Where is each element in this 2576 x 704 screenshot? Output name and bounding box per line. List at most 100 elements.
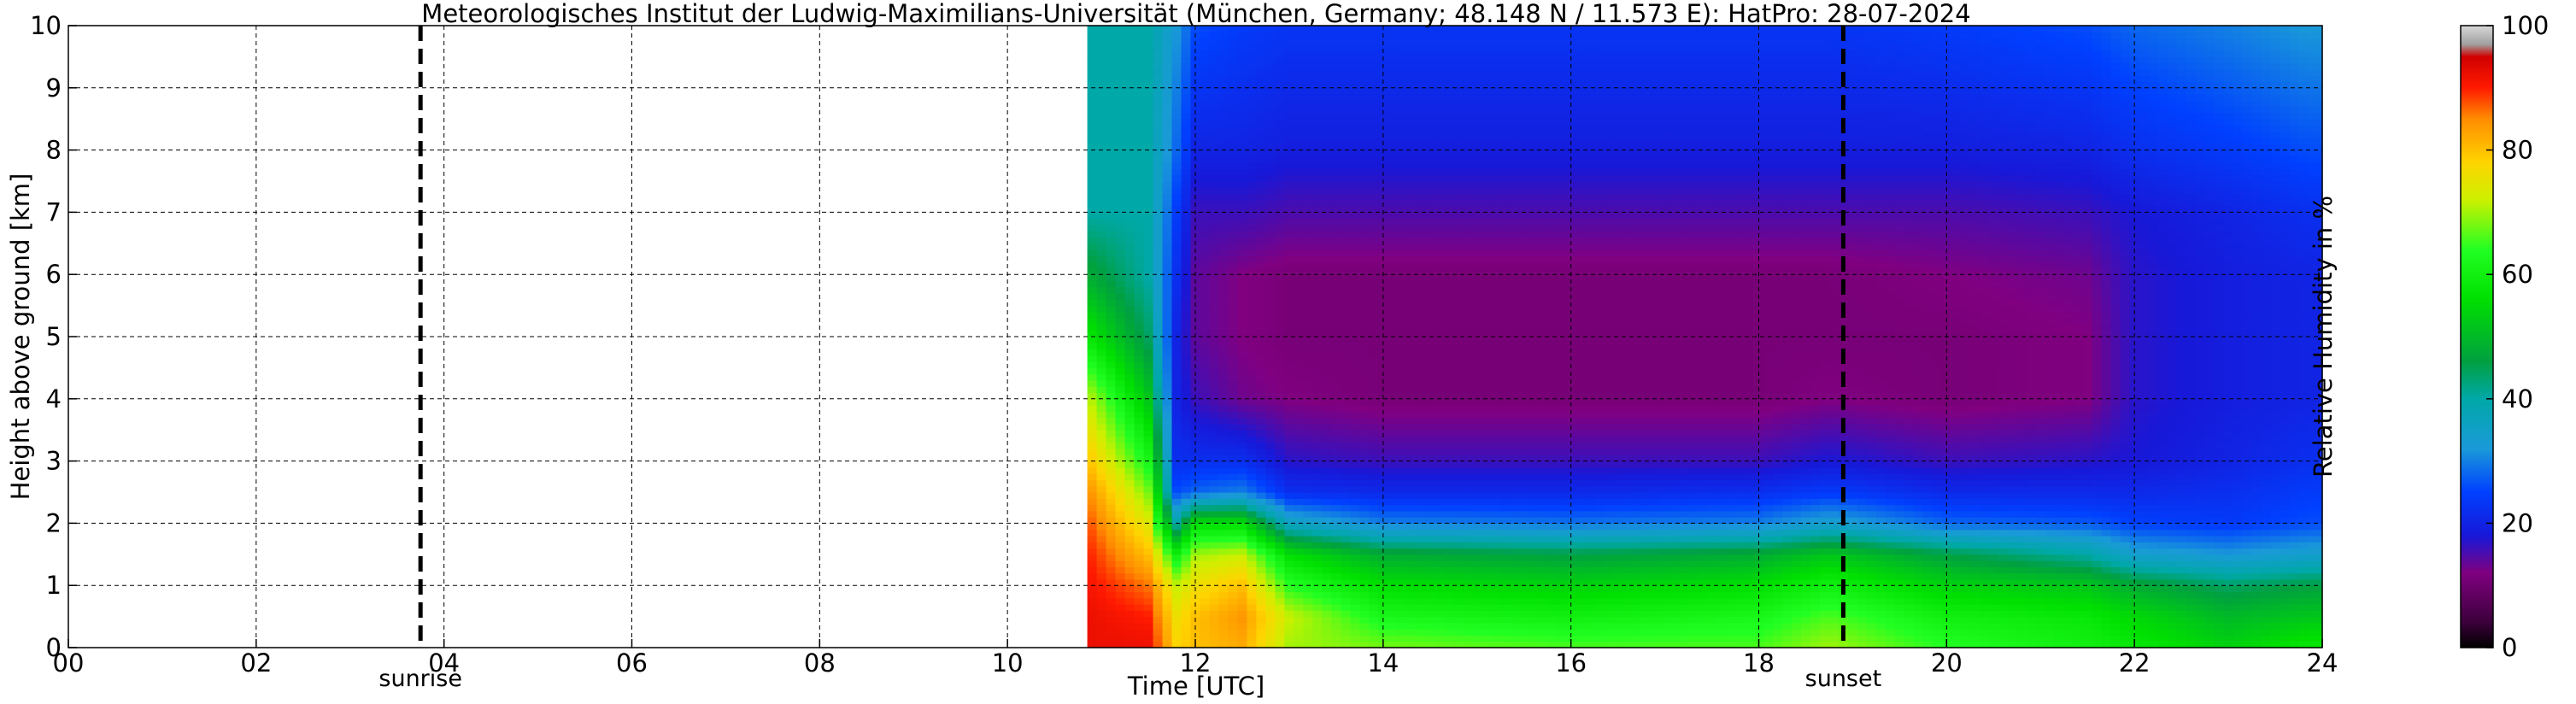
heatmap-cell [1500,150,1511,157]
heatmap-cell [1538,373,1548,381]
heatmap-cell [1510,218,1520,226]
heatmap-cell [1143,26,1154,32]
heatmap-cell [1519,162,1529,170]
heatmap-cell [1538,566,1548,574]
heatmap-cell [1388,417,1398,425]
heatmap-cell [1181,318,1192,326]
heatmap-cell [1322,112,1332,120]
heatmap-cell [1378,50,1388,57]
heatmap-cell [1218,504,1229,512]
heatmap-cell [1312,578,1323,586]
heatmap-cell [1265,330,1276,337]
heatmap-cell [1237,50,1248,57]
heatmap-cell [1284,455,1295,462]
heatmap-cell [1406,87,1417,95]
heatmap-cell [1331,436,1341,443]
heatmap-cell [1444,616,1454,624]
heatmap-cell [1312,466,1323,474]
heatmap-cell [1369,261,1379,269]
heatmap-cell [1341,187,1351,195]
heatmap-cell [1209,44,1220,51]
heatmap-cell [1359,199,1370,207]
heatmap-cell [1369,591,1379,599]
heatmap-cell [1322,174,1332,182]
heatmap-cell [1416,392,1426,400]
heatmap-cell [1538,535,1548,543]
heatmap-cell [1312,274,1323,282]
heatmap-cell [1115,299,1126,307]
heatmap-cell [1190,373,1201,381]
heatmap-cell [1416,38,1426,45]
heatmap-cell [1087,26,1098,32]
heatmap-cell [1444,87,1454,95]
heatmap-cell [1134,466,1145,474]
heatmap-cell [1294,311,1304,319]
heatmap-cell [1209,641,1220,648]
heatmap-cell [1425,641,1435,648]
heatmap-cell [1303,125,1313,132]
heatmap-cell [1406,461,1417,468]
heatmap-cell [1200,622,1211,630]
heatmap-cell [1265,417,1276,425]
heatmap-cell [1388,604,1398,611]
heatmap-cell [1181,212,1192,220]
heatmap-cell [1463,461,1473,468]
heatmap-cell [1453,355,1464,362]
heatmap-cell [1388,635,1398,642]
heatmap-cell [1463,237,1473,244]
heatmap-cell [1406,349,1417,356]
heatmap-cell [1237,417,1248,425]
heatmap-cell [1247,119,1258,126]
heatmap-cell [1482,299,1492,307]
heatmap-cell [1143,597,1154,605]
heatmap-cell [1200,81,1211,89]
heatmap-cell [1200,523,1211,531]
heatmap-cell [1341,604,1351,611]
heatmap-cell [1472,38,1482,45]
heatmap-cell [1256,585,1267,593]
heatmap-cell [1096,361,1107,368]
heatmap-cell [1312,87,1323,95]
heatmap-cell [1275,305,1286,313]
heatmap-cell [1500,622,1511,630]
heatmap-cell [1143,224,1154,232]
heatmap-cell [1237,591,1248,599]
heatmap-cell [1444,473,1454,481]
heatmap-cell [1171,311,1182,319]
heatmap-cell [1096,343,1107,350]
heatmap-cell [1134,305,1145,313]
heatmap-cell [1171,367,1182,375]
heatmap-cell [1200,174,1211,182]
heatmap-cell [1153,641,1164,648]
heatmap-cell [1143,286,1154,294]
heatmap-cell [1162,150,1173,157]
heatmap-cell [1247,442,1258,449]
heatmap-cell [1482,517,1492,524]
heatmap-cell [1529,479,1539,487]
heatmap-cell [1510,324,1520,331]
heatmap-cell [1209,50,1220,57]
heatmap-cell [1228,280,1239,288]
heatmap-cell [1247,155,1258,163]
heatmap-cell [1228,324,1239,331]
heatmap-cell [1406,212,1417,220]
heatmap-cell [1425,206,1435,213]
heatmap-cell [1547,255,1558,263]
heatmap-cell [1265,641,1276,648]
heatmap-cell [1162,542,1173,549]
heatmap-cell [1106,449,1117,455]
heatmap-cell [1416,466,1426,474]
heatmap-cell [1369,187,1379,195]
heatmap-cell [1209,181,1220,188]
heatmap-cell [1171,112,1182,120]
heatmap-cell [1284,155,1295,163]
heatmap-cell [1435,206,1445,213]
heatmap-cell [1087,585,1098,593]
heatmap-cell [1359,610,1370,618]
heatmap-cell [1388,305,1398,313]
heatmap-cell [1228,181,1239,188]
heatmap-cell [1247,249,1258,256]
heatmap-cell [1312,616,1323,624]
heatmap-cell [1350,100,1360,108]
heatmap-cell [1463,249,1473,256]
